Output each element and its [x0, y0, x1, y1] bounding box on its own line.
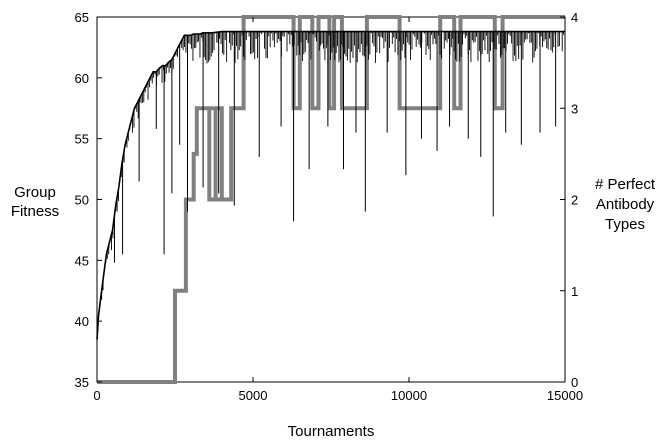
x-tick-label: 5000: [239, 388, 268, 403]
right-y-tick-label: 3: [571, 101, 578, 116]
right-y-tick-label: 2: [571, 193, 578, 208]
group-fitness-noise: [101, 31, 565, 300]
left-y-tick-label: 55: [75, 132, 89, 147]
left-y-tick-label: 65: [75, 10, 89, 25]
right-y-axis-label-line-3: Types: [605, 216, 645, 233]
right-y-tick-label: 0: [571, 375, 578, 390]
x-tick-label: 0: [93, 388, 100, 403]
left-y-tick-label: 50: [75, 193, 89, 208]
right-y-tick-label: 4: [571, 10, 578, 25]
left-y-tick-label: 60: [75, 71, 89, 86]
right-y-axis-label-line-1: # Perfect: [595, 176, 656, 193]
x-tick-label: 15000: [547, 388, 583, 403]
left-y-axis-label-line-1: Group: [14, 184, 56, 201]
left-y-axis-label-line-2: Fitness: [11, 203, 59, 220]
left-y-tick-label: 40: [75, 314, 89, 329]
left-y-tick-label: 45: [75, 253, 89, 268]
right-y-tick-label: 1: [571, 284, 578, 299]
left-y-tick-label: 35: [75, 375, 89, 390]
axes-layer: 0 5000 10000 15000 35 40 45 50 55 60 65 0 1 2 3 4: [75, 10, 584, 403]
series-layer: [96, 15, 565, 384]
x-axis-label: Tournaments: [288, 423, 375, 440]
x-tick-label: 10000: [391, 388, 427, 403]
right-y-axis-label-line-2: Antibody: [596, 196, 655, 213]
